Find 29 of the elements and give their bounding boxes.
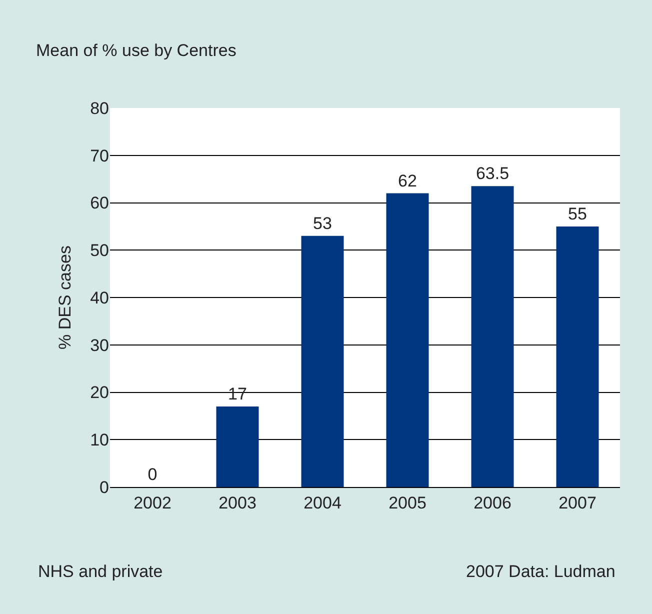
- y-tick-label: 70: [90, 146, 109, 166]
- y-tick-label: 30: [90, 336, 109, 355]
- text: 2007 Data: Ludman: [466, 562, 616, 581]
- y-tick-label: 10: [90, 430, 109, 450]
- x-tick-label: 2003: [218, 493, 256, 512]
- y-tick-label: 60: [90, 194, 109, 213]
- bar: [216, 406, 259, 487]
- y-tick-label: 80: [90, 98, 109, 118]
- y-axis-title: % DES cases: [56, 246, 75, 350]
- data-label: 0: [148, 465, 158, 484]
- data-label: 55: [568, 204, 587, 224]
- data-label: 53: [313, 214, 332, 233]
- bar: [386, 193, 429, 487]
- y-tick-label: 20: [90, 383, 109, 402]
- x-tick-label: 2006: [474, 493, 512, 512]
- text: NHS and private: [38, 562, 163, 581]
- bar: [471, 186, 514, 487]
- y-tick-label: 0: [100, 478, 109, 497]
- data-label: 62: [398, 171, 417, 190]
- data-label: 63.5: [476, 164, 510, 184]
- x-tick-label: 2002: [134, 493, 172, 512]
- x-tick-label: 2007: [558, 493, 596, 512]
- x-tick-label: 2005: [388, 493, 426, 512]
- chart-title: Mean of % use by Centres: [36, 40, 236, 60]
- y-tick-label: 50: [90, 241, 109, 260]
- y-tick-label: 40: [90, 288, 109, 308]
- bar: [301, 236, 344, 487]
- bar: [556, 226, 599, 487]
- x-tick-label: 2004: [304, 493, 342, 512]
